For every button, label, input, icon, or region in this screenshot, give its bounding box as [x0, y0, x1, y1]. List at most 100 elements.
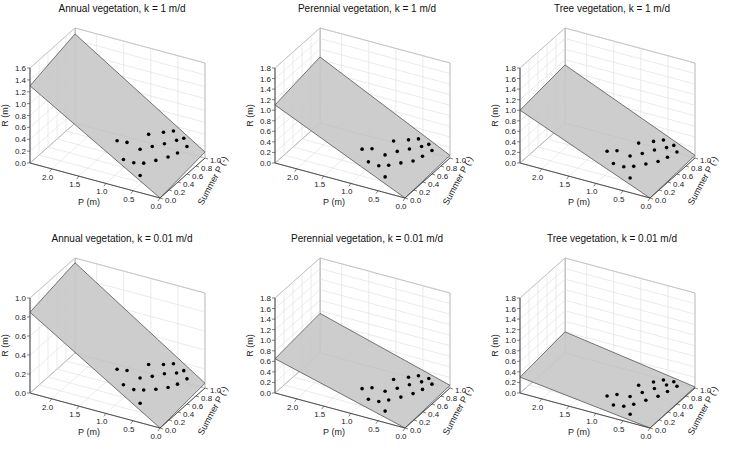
fitted-plane: [30, 263, 205, 428]
tick: [272, 298, 275, 299]
data-point: [675, 150, 679, 154]
tick: [158, 198, 160, 201]
tick: [272, 319, 275, 320]
tick: [27, 115, 30, 116]
tick: [27, 374, 30, 375]
tick: [517, 340, 520, 341]
tick: [659, 420, 662, 421]
x-axis-line: [275, 163, 405, 198]
data-point: [138, 174, 142, 178]
tick-label: 0.4: [260, 138, 272, 147]
tick: [27, 298, 30, 299]
y-axis-line: [650, 158, 695, 198]
data-point: [417, 137, 421, 141]
tick-label: 0.0: [395, 202, 407, 211]
tick: [27, 127, 30, 128]
tick-label: 1.6: [505, 75, 517, 84]
chart-title: Annual vegetation, k = 1 m/d: [58, 3, 185, 14]
data-point: [637, 141, 641, 145]
tick-label: 0.2: [15, 147, 27, 156]
data-point: [665, 146, 669, 150]
y-axis-title: Summer P (-): [686, 154, 720, 206]
data-point: [132, 161, 136, 165]
data-point: [150, 375, 154, 379]
tick-label: 1.0: [341, 187, 353, 196]
data-point: [360, 387, 364, 391]
tick-label: 0.0: [260, 389, 272, 398]
tick-label: 0.2: [260, 378, 272, 387]
data-point: [640, 152, 644, 156]
panel: 0.00.51.01.52.00.00.20.40.60.81.00.00.20…: [490, 233, 720, 441]
data-point: [147, 133, 151, 137]
data-point: [387, 164, 391, 168]
z-axis-line: [275, 298, 276, 393]
tick: [272, 393, 275, 394]
tick-label: 0.8: [505, 347, 517, 356]
tick: [27, 103, 30, 104]
tick: [272, 78, 275, 79]
data-point: [615, 393, 619, 397]
tick: [450, 158, 453, 159]
tick-label: 0.6: [260, 127, 272, 136]
chart-title: Perennial vegetation, k = 0.01 m/d: [291, 233, 443, 244]
tick-label: 0.0: [640, 202, 652, 211]
tick-label: 1.8: [505, 64, 517, 73]
data-point: [672, 144, 676, 148]
data-point: [672, 380, 676, 384]
tick-label: 0.0: [655, 426, 667, 435]
data-point: [615, 149, 619, 153]
x-axis-title: P (m): [78, 427, 100, 437]
data-point: [605, 149, 609, 153]
tick: [594, 183, 596, 186]
data-point: [652, 380, 656, 384]
tick: [272, 152, 275, 153]
data-point: [138, 376, 142, 380]
x-axis-line: [275, 393, 405, 428]
tick-label: 0.4: [673, 180, 685, 189]
data-point: [407, 375, 411, 379]
tick-label: 0.2: [15, 370, 27, 379]
x-axis-title: P (m): [78, 197, 100, 207]
tick-label: 0.0: [505, 389, 517, 398]
tick-label: 1.0: [15, 100, 27, 109]
tick-label: 1.6: [15, 64, 27, 73]
fitted-plane: [520, 332, 695, 428]
data-point: [622, 165, 626, 169]
data-point: [399, 395, 403, 399]
tick: [160, 198, 163, 199]
tick: [272, 371, 275, 372]
data-point: [142, 388, 146, 392]
tick: [27, 79, 30, 80]
tick-label: 0.0: [15, 159, 27, 168]
data-point: [427, 143, 431, 147]
tick: [594, 413, 596, 416]
tick-label: 0.2: [505, 148, 517, 157]
tick: [677, 404, 680, 405]
data-point: [377, 164, 381, 168]
data-point: [395, 386, 399, 390]
data-point: [421, 154, 425, 158]
tick: [450, 388, 453, 389]
tick-label: 2.0: [42, 173, 54, 182]
y-axis-title: Summer P (-): [196, 154, 230, 206]
data-point: [383, 175, 387, 179]
tick: [517, 393, 520, 394]
tick-label: 0.5: [613, 425, 625, 434]
tick: [272, 89, 275, 90]
tick-label: 0.2: [174, 418, 186, 427]
data-point: [675, 384, 679, 388]
y-axis-line: [650, 388, 695, 428]
tick: [196, 396, 199, 397]
tick: [403, 428, 405, 431]
tick: [205, 388, 208, 389]
data-point: [377, 400, 381, 404]
tick: [695, 158, 698, 159]
y-axis-line: [405, 158, 450, 198]
data-point: [147, 363, 151, 367]
tick: [405, 198, 408, 199]
tick: [349, 413, 351, 416]
data-point: [417, 374, 421, 378]
tick-label: 0.8: [260, 347, 272, 356]
chart-title: Annual vegetation, k = 0.01 m/d: [52, 233, 193, 244]
tick: [160, 428, 163, 429]
